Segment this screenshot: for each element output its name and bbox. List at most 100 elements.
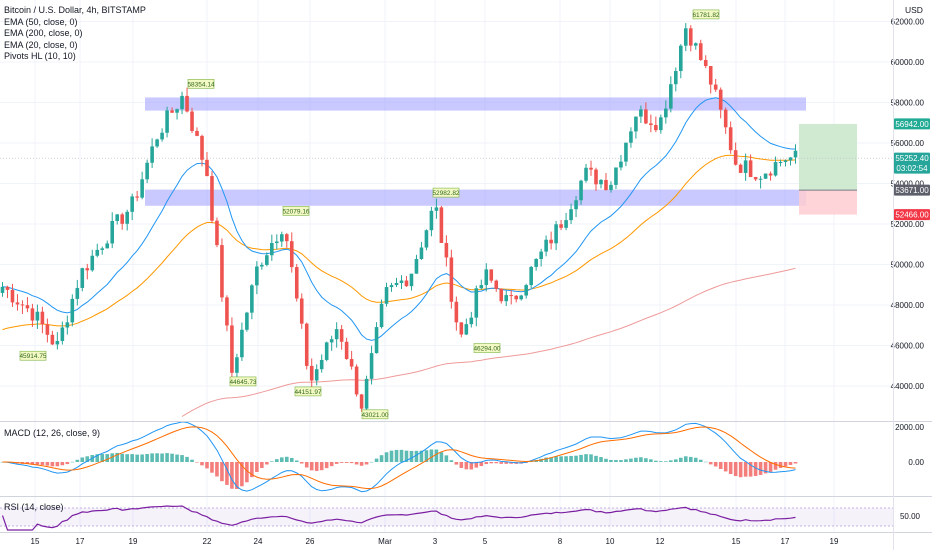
pivot-label-bg <box>187 79 215 89</box>
pane-separator-macd[interactable] <box>0 421 932 422</box>
last-price-badge: 55252.40 <box>895 154 929 163</box>
indicator-ema50[interactable]: EMA (50, close, 0) <box>4 16 78 27</box>
macd-hist-bar <box>25 462 30 465</box>
macd-hist-bar <box>449 460 454 462</box>
candle-body <box>599 179 603 185</box>
symbol-title[interactable]: Bitcoin / U.S. Dollar, 4h, BITSTAMP <box>4 5 146 15</box>
stop-badge: 52466.00 <box>895 211 929 220</box>
candle-body <box>743 160 748 173</box>
candle-body <box>90 255 95 271</box>
time-axis-separator <box>0 532 932 533</box>
macd-hist-bar <box>454 462 459 465</box>
candle-body <box>160 132 164 140</box>
macd-hist-bar <box>50 462 55 467</box>
macd-hist-bar <box>240 462 244 487</box>
signal-line <box>2 426 796 489</box>
candle-body <box>708 66 713 85</box>
candle-body <box>569 209 573 221</box>
macd-hist-bar <box>698 459 703 462</box>
candle-body <box>155 139 159 147</box>
macd-hist-bar <box>245 462 249 483</box>
last-price-badge-countdown: 03:02:54 <box>896 164 928 173</box>
candle-body <box>439 207 444 243</box>
candle-body <box>793 150 798 158</box>
price-tick-9: 44000.00 <box>891 382 925 391</box>
candle-body <box>240 329 244 358</box>
candle-body <box>544 239 548 252</box>
candle-body <box>344 341 349 360</box>
candle-body <box>369 353 374 379</box>
candle-body <box>95 249 100 256</box>
candle-body <box>65 322 70 328</box>
macd-hist-bar <box>324 462 329 469</box>
time-label-4: 24 <box>254 537 263 546</box>
macd-hist-bar <box>379 455 384 462</box>
candle-body <box>594 169 598 185</box>
rsi-tick-0: 50.00 <box>900 512 921 521</box>
time-label-11: 12 <box>656 537 665 546</box>
time-label-12: 15 <box>732 537 741 546</box>
candle-body <box>20 304 25 306</box>
chart-legend: Bitcoin / U.S. Dollar, 4h, BITSTAMP EMA … <box>4 5 146 63</box>
macd-hist-bar <box>309 462 314 471</box>
currency-label: USD <box>905 5 923 15</box>
macd-hist-bar <box>614 460 618 462</box>
macd-hist-bar <box>329 462 334 467</box>
candle-body <box>783 160 788 162</box>
macd-hist-bar <box>120 453 124 462</box>
macd-hist-bar <box>225 462 229 485</box>
macd-hist-bar <box>160 453 164 462</box>
candle-body <box>664 108 668 118</box>
macd-hist-bar <box>70 461 75 463</box>
indicator-ema20[interactable]: EMA (20, close, 0) <box>4 39 78 50</box>
macd-hist-bar <box>654 460 658 462</box>
macd-legend[interactable]: MACD (12, 26, close, 9) <box>4 428 101 438</box>
indicator-pivots[interactable]: Pivots HL (10, 10) <box>4 51 76 61</box>
price-tick-1: 60000.00 <box>891 58 925 67</box>
candle-body <box>649 123 653 126</box>
pivot-label-bg <box>473 343 501 353</box>
macd-hist-bar <box>389 450 394 462</box>
macd-hist-bar <box>294 460 299 462</box>
rsi-legend[interactable]: RSI (14, close) <box>4 502 64 512</box>
time-label-0: 15 <box>31 537 40 546</box>
time-label-13: 17 <box>781 537 790 546</box>
candle-body <box>728 127 733 151</box>
indicator-ema200[interactable]: EMA (200, close, 0) <box>4 28 83 38</box>
macd-hist-bar <box>703 461 708 463</box>
macd-hist-bar <box>499 462 504 464</box>
candle-body <box>299 298 304 324</box>
macd-hist-bar <box>304 462 309 468</box>
macd-hist-bar <box>190 459 194 462</box>
macd-hist-bar <box>374 458 379 462</box>
candle-body <box>145 162 149 180</box>
candle-body <box>110 220 115 244</box>
macd-hist-bar <box>504 462 509 464</box>
macd-hist-bar <box>738 462 743 478</box>
macd-hist-bar <box>110 453 115 462</box>
candle-body <box>534 259 538 267</box>
candle-body <box>205 159 209 177</box>
target-badge: 56942.00 <box>895 120 929 129</box>
candle-body <box>524 285 528 296</box>
candle-body <box>494 280 499 289</box>
candle-body <box>220 245 224 298</box>
candle-body <box>674 71 678 85</box>
candle-body <box>25 305 30 309</box>
pane-separator-rsi[interactable] <box>0 496 932 497</box>
candle-body <box>399 280 404 283</box>
time-label-8: 5 <box>483 537 488 546</box>
candle-body <box>115 214 120 221</box>
macd-hist-bar <box>334 462 339 464</box>
candle-body <box>444 242 449 258</box>
macd-hist-bar <box>235 462 239 490</box>
macd-hist-bar <box>424 450 429 462</box>
price-tick-8: 46000.00 <box>891 342 925 351</box>
candle-body <box>55 340 60 345</box>
macd-hist-bar <box>215 462 219 477</box>
macd-hist-bar <box>753 462 758 477</box>
macd-hist-bar <box>584 454 588 462</box>
candle-body <box>135 196 139 198</box>
macd-hist-bar <box>270 461 274 462</box>
